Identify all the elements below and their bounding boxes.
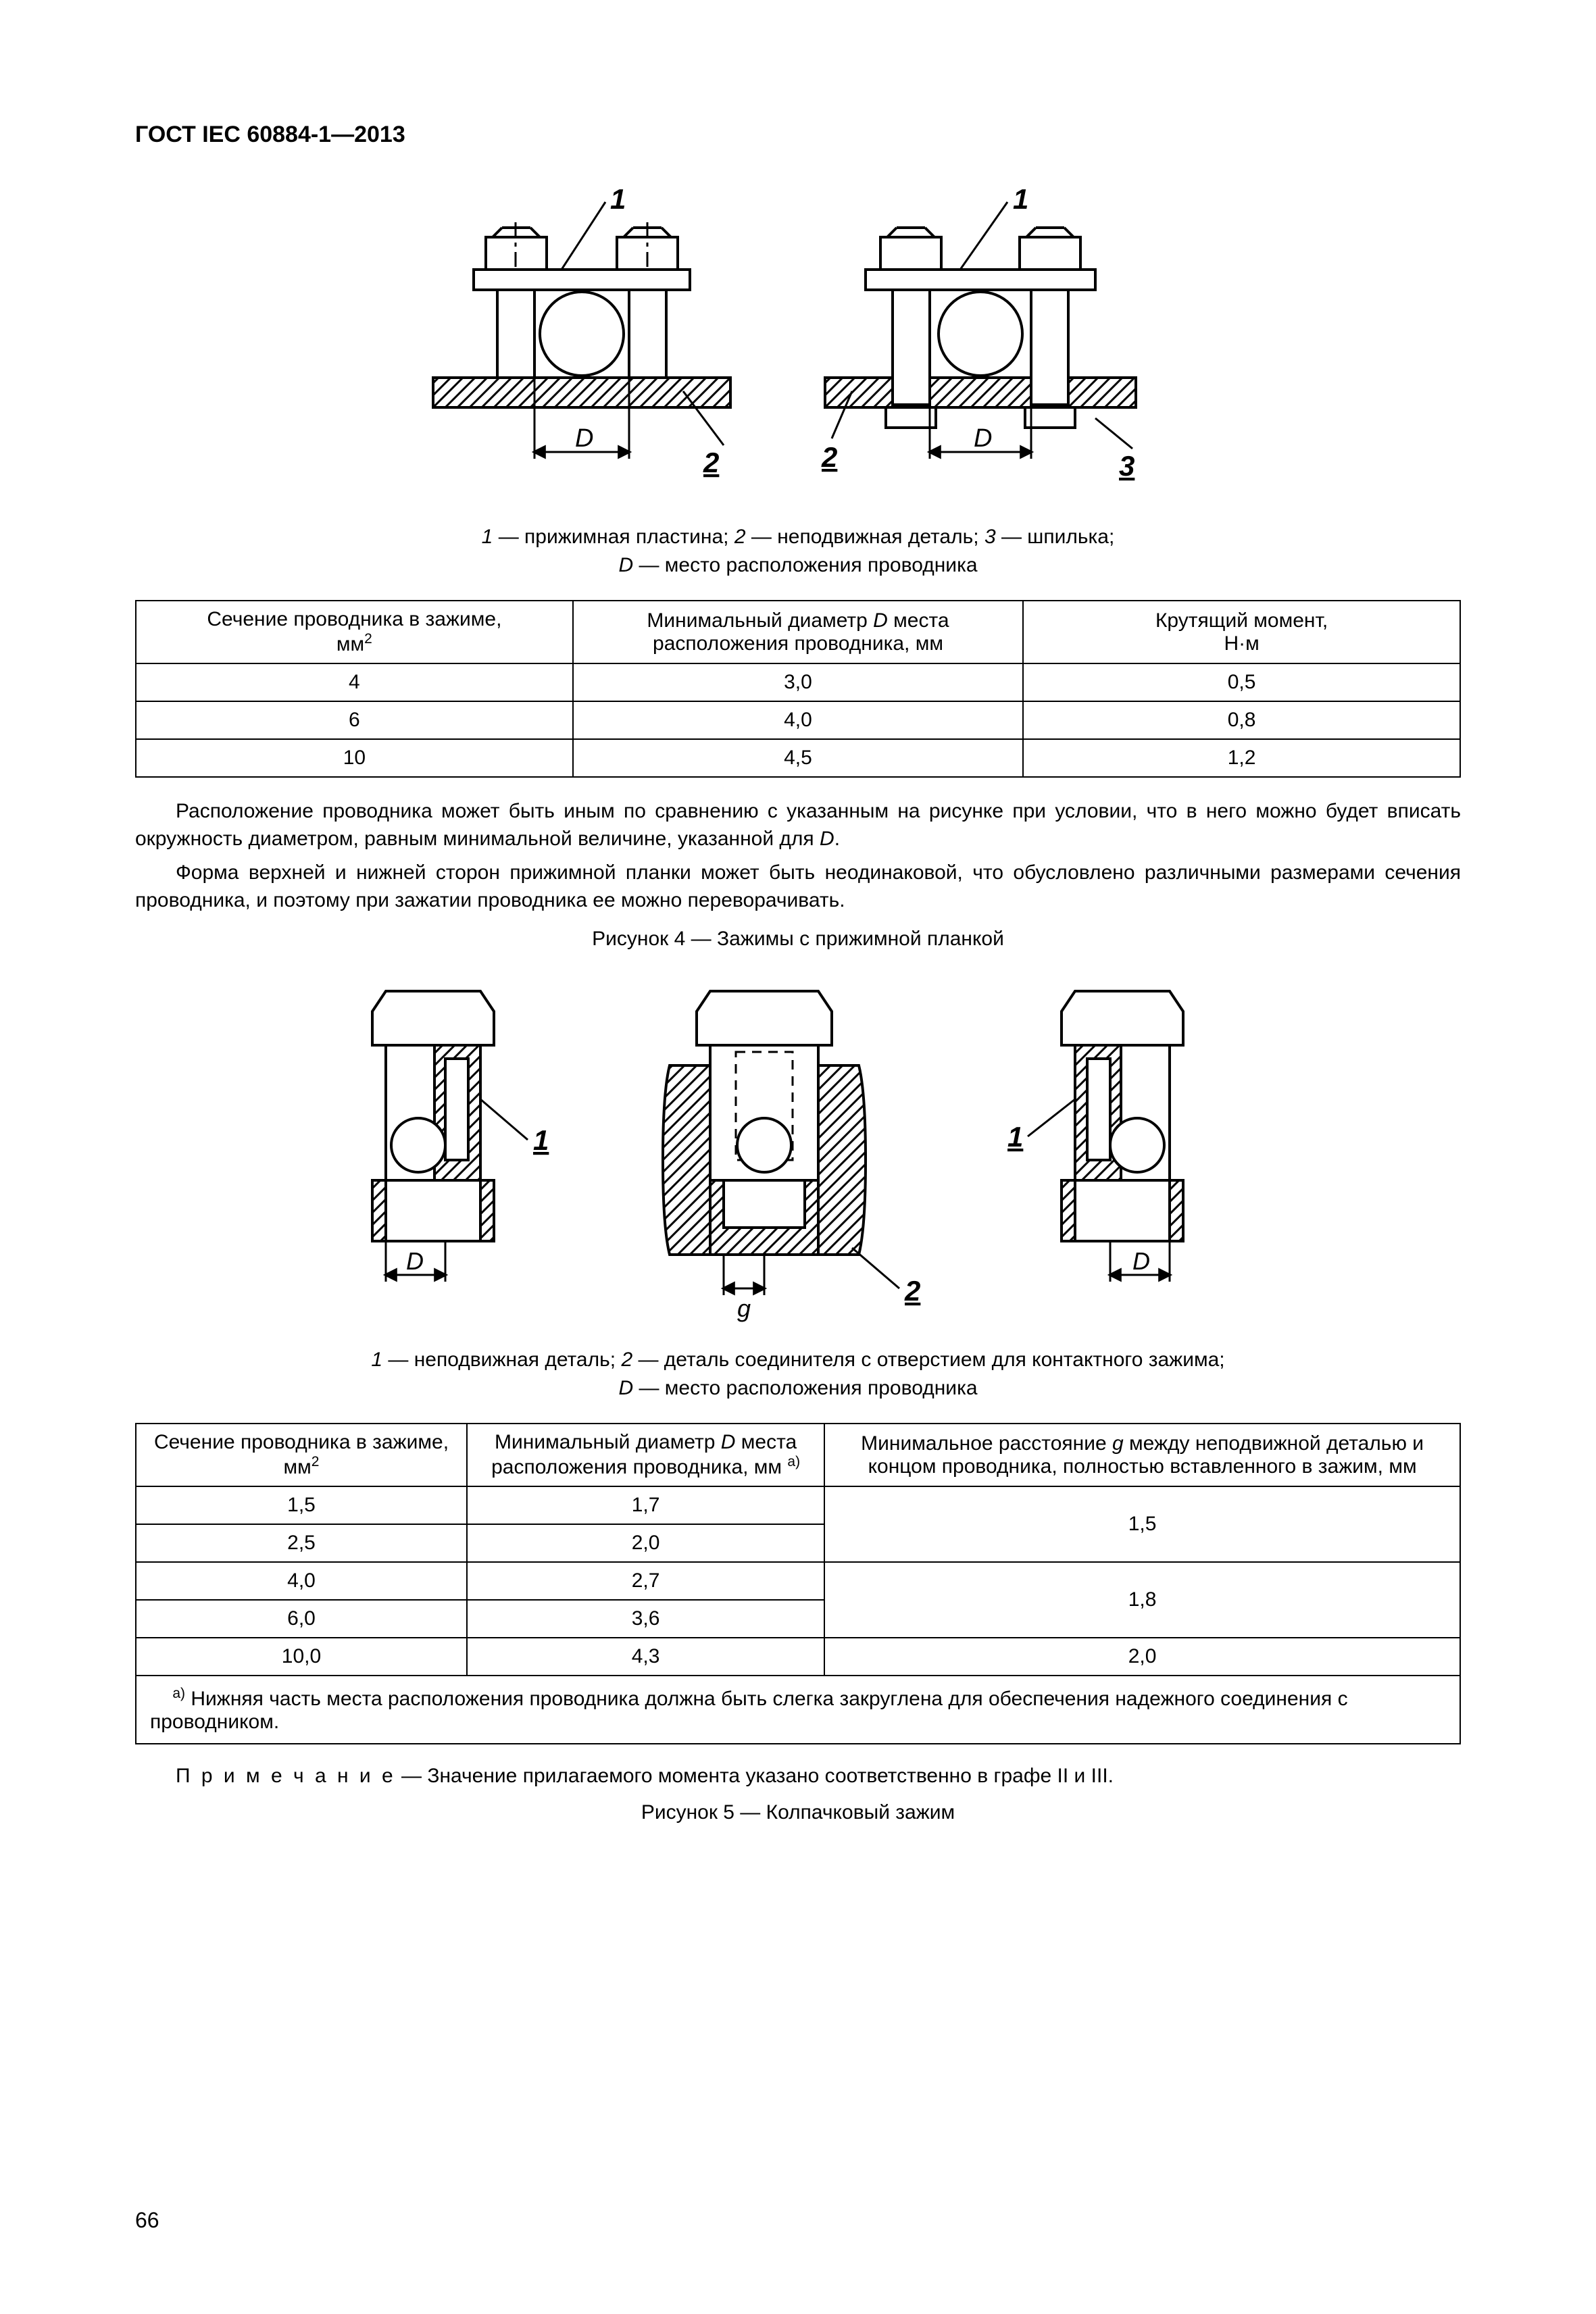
- fig5-callout-2: 2: [904, 1275, 920, 1307]
- table-cell: 2,7: [467, 1562, 824, 1600]
- table-row: Сечение проводника в зажиме,мм2 Минималь…: [136, 1424, 1460, 1486]
- fig5-callout-1-left: 1: [533, 1124, 549, 1156]
- table-cell: 1,5: [136, 1486, 467, 1524]
- figure-5-drawing: 1 D: [135, 978, 1461, 1332]
- fig4-callout-2-right: 2: [821, 441, 837, 473]
- table-row: 4 3,0 0,5: [136, 663, 1460, 701]
- table-cell: 2,0: [467, 1524, 824, 1562]
- figure-4-caption: Рисунок 4 — Зажимы с прижимной планкой: [135, 928, 1461, 951]
- figure-4-drawing: D 1 2: [135, 188, 1461, 509]
- dim-d-fig5-left: D: [406, 1247, 424, 1275]
- table-2: Сечение проводника в зажиме,мм2 Минималь…: [135, 1423, 1461, 1744]
- table-cell: 4,5: [573, 739, 1023, 777]
- table-header-cell: Крутящий момент,Н·м: [1023, 601, 1460, 663]
- table-row: 10 4,5 1,2: [136, 739, 1460, 777]
- note: П р и м е ч а н и е — Значение прилагаем…: [135, 1765, 1461, 1788]
- table-cell: 1,8: [824, 1562, 1460, 1638]
- table-row: 1,5 1,7 1,5: [136, 1486, 1460, 1524]
- table-cell: 4,0: [573, 701, 1023, 739]
- paragraph-2: Форма верхней и нижней сторон прижимной …: [135, 859, 1461, 914]
- paragraph-1: Расположение проводника может быть иным …: [135, 798, 1461, 853]
- table-header-cell: Сечение проводника в зажиме,мм2: [136, 1424, 467, 1486]
- fig4-callout-3: 3: [1119, 450, 1134, 482]
- fig4-callout-2-left: 2: [703, 447, 719, 478]
- table-cell: 10,0: [136, 1638, 467, 1676]
- table-header-cell: Минимальный диаметр D местарасположения …: [467, 1424, 824, 1486]
- figure-5-caption: Рисунок 5 — Колпачковый зажим: [135, 1801, 1461, 1824]
- dim-d-right: D: [974, 424, 992, 453]
- table-cell: 0,8: [1023, 701, 1460, 739]
- fig4-callout-1-right: 1: [1013, 188, 1028, 215]
- dim-g: g: [737, 1294, 751, 1322]
- table-cell: 2,0: [824, 1638, 1460, 1676]
- table-header-cell: Сечение проводника в зажиме,мм2: [136, 601, 573, 663]
- table-footnote: а) Нижняя часть места расположения прово…: [136, 1676, 1460, 1744]
- table-cell: 4,3: [467, 1638, 824, 1676]
- figure-5-legend: 1 — неподвижная деталь; 2 — деталь соеди…: [135, 1346, 1461, 1403]
- table-cell: 6,0: [136, 1600, 467, 1638]
- table-cell: 4: [136, 663, 573, 701]
- table-cell: 1,5: [824, 1486, 1460, 1562]
- table-row: а) Нижняя часть места расположения прово…: [136, 1676, 1460, 1744]
- table-row: Сечение проводника в зажиме,мм2 Минималь…: [136, 601, 1460, 663]
- table-cell: 10: [136, 739, 573, 777]
- fig5-callout-1-right: 1: [1007, 1121, 1023, 1153]
- table-row: 10,0 4,3 2,0: [136, 1638, 1460, 1676]
- dim-d-fig5-right: D: [1132, 1247, 1150, 1275]
- table-cell: 3,0: [573, 663, 1023, 701]
- document-header: ГОСТ IEC 60884-1—2013: [135, 122, 1461, 148]
- fig4-callout-1-left: 1: [610, 188, 626, 215]
- page-number: 66: [135, 2208, 159, 2233]
- table-1: Сечение проводника в зажиме,мм2 Минималь…: [135, 600, 1461, 778]
- table-header-cell: Минимальное расстояние g между неподвижн…: [824, 1424, 1460, 1486]
- table-cell: 1,7: [467, 1486, 824, 1524]
- table-cell: 1,2: [1023, 739, 1460, 777]
- table-cell: 6: [136, 701, 573, 739]
- table-header-cell: Минимальный диаметр D местарасположения …: [573, 601, 1023, 663]
- figure-4-legend: 1 — прижимная пластина; 2 — неподвижная …: [135, 523, 1461, 580]
- table-row: 4,0 2,7 1,8: [136, 1562, 1460, 1600]
- table-cell: 0,5: [1023, 663, 1460, 701]
- table-cell: 2,5: [136, 1524, 467, 1562]
- table-row: 6 4,0 0,8: [136, 701, 1460, 739]
- dim-d-left: D: [575, 424, 593, 453]
- table-cell: 4,0: [136, 1562, 467, 1600]
- table-cell: 3,6: [467, 1600, 824, 1638]
